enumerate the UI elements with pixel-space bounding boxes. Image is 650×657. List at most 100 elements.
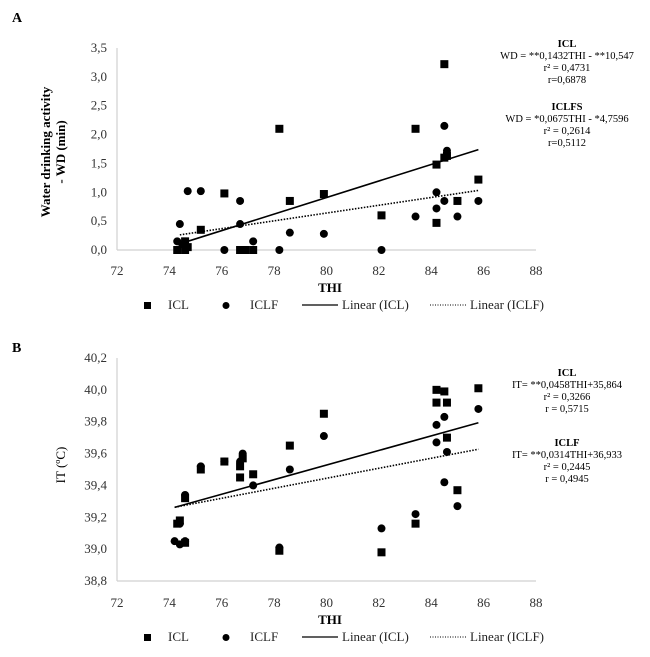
x-tick-labels: 72 74 76 78 80 82 84 86 88 — [111, 595, 543, 610]
data-point-iclf — [411, 510, 420, 519]
trendline-iclf — [179, 189, 479, 236]
x-tick-label: 76 — [215, 595, 229, 610]
data-point-icl — [411, 519, 420, 528]
y-tick-label: 0,0 — [91, 242, 107, 257]
y-tick-label: 40,0 — [84, 382, 107, 397]
data-point-iclf — [275, 246, 284, 254]
annotation-line: r=0,6878 — [548, 75, 586, 86]
data-point-icl — [319, 190, 328, 199]
legend-symbol-square — [144, 302, 151, 309]
data-point-iclf — [196, 462, 205, 471]
data-point-iclf — [440, 121, 449, 130]
data-point-iclf — [181, 490, 190, 499]
data-point-iclf — [181, 537, 190, 546]
trendline-iclf — [174, 448, 479, 509]
y-tick-label: 2,5 — [91, 98, 107, 113]
trendline-icl — [174, 421, 479, 509]
annotation-title: ICLF — [554, 438, 579, 449]
data-point-iclf — [285, 465, 294, 474]
data-point-iclf — [175, 220, 184, 229]
data-point-iclf — [432, 438, 441, 447]
data-point-iclf — [377, 246, 386, 254]
x-tick-label: 76 — [215, 263, 229, 278]
x-tick-labels: 72 74 76 78 80 82 84 86 88 — [111, 263, 543, 278]
data-point-iclf — [440, 196, 449, 205]
data-point-iclf — [175, 519, 184, 528]
y-tick-label: 2,0 — [91, 127, 107, 142]
data-point-iclf — [319, 229, 328, 238]
y-tick-label: 39,6 — [84, 446, 107, 461]
legend-label: Linear (ICLF) — [470, 297, 544, 312]
y-tick-label: 3,0 — [91, 69, 107, 84]
y-axis-title-line-1: IT (ºC) — [53, 447, 68, 484]
legend-label: ICL — [168, 297, 189, 312]
data-point-iclf — [220, 246, 229, 254]
legend-label: ICLF — [250, 297, 278, 312]
x-tick-label: 82 — [372, 595, 385, 610]
panel-label: B — [12, 341, 21, 356]
data-points — [170, 384, 483, 557]
x-tick-label: 78 — [268, 595, 281, 610]
data-point-icl — [236, 473, 245, 482]
panel-label: A — [12, 11, 23, 26]
x-tick-label: 80 — [320, 595, 333, 610]
x-tick-label: 86 — [477, 595, 491, 610]
y-tick-label: 0,5 — [91, 213, 107, 228]
x-tick-label: 80 — [320, 263, 333, 278]
data-point-icl — [442, 398, 451, 407]
legend-label: ICLF — [250, 629, 278, 644]
y-tick-label: 40,2 — [84, 350, 107, 365]
data-point-icl — [249, 470, 258, 479]
data-point-iclf — [196, 187, 205, 196]
data-point-icl — [220, 189, 229, 198]
legend-label: ICL — [168, 629, 189, 644]
annotation-line: r² = 0,3266 — [544, 392, 591, 403]
data-point-iclf — [442, 447, 451, 456]
y-tick-label: 39,4 — [84, 477, 107, 492]
x-tick-label: 88 — [530, 595, 543, 610]
y-axis-title-line-1: Water drinking activity — [38, 86, 53, 217]
y-tick-labels: 38,8 39,0 39,2 39,4 39,6 39,8 40,0 40,2 — [84, 350, 107, 588]
annotation-line: r² = 0,2614 — [544, 126, 591, 137]
legend-label: Linear (ICLF) — [470, 629, 544, 644]
data-point-iclf — [173, 237, 182, 246]
trendlines — [179, 148, 479, 245]
y-tick-label: 1,5 — [91, 155, 107, 170]
data-point-iclf — [453, 502, 462, 511]
annotation-line: r² = 0,2445 — [544, 462, 591, 473]
annotation-line: r = 0,5715 — [545, 404, 589, 415]
legend-label: Linear (ICL) — [342, 629, 409, 644]
data-point-icl — [432, 385, 441, 394]
y-tick-label: 3,5 — [91, 40, 107, 55]
data-point-icl — [411, 124, 420, 133]
data-point-icl — [238, 454, 247, 463]
x-tick-label: 88 — [530, 263, 543, 278]
x-tick-label: 86 — [477, 263, 491, 278]
x-tick-label: 72 — [111, 263, 124, 278]
data-point-iclf — [432, 204, 441, 213]
data-point-iclf — [181, 240, 190, 249]
data-point-icl — [285, 441, 294, 450]
data-point-iclf — [238, 449, 247, 458]
data-point-icl — [474, 175, 483, 184]
annotation-line: r = 0,4945 — [545, 474, 589, 485]
data-point-iclf — [285, 228, 294, 237]
data-point-iclf — [432, 188, 441, 197]
data-point-icl — [453, 196, 462, 205]
y-tick-label: 38,8 — [84, 573, 107, 588]
y-tick-label: 1,0 — [91, 184, 107, 199]
data-point-icl — [377, 211, 386, 220]
x-tick-label: 84 — [425, 595, 439, 610]
x-tick-label: 72 — [111, 595, 124, 610]
data-point-icl — [432, 160, 441, 169]
data-point-iclf — [453, 212, 462, 221]
data-point-icl — [319, 409, 328, 418]
data-point-icl — [440, 387, 449, 396]
data-point-icl — [249, 246, 258, 254]
data-point-icl — [285, 196, 294, 205]
y-axis-title: Water drinking activity - WD (min) — [38, 86, 68, 217]
legend-symbol-circle — [222, 302, 230, 309]
data-point-icl — [442, 433, 451, 442]
